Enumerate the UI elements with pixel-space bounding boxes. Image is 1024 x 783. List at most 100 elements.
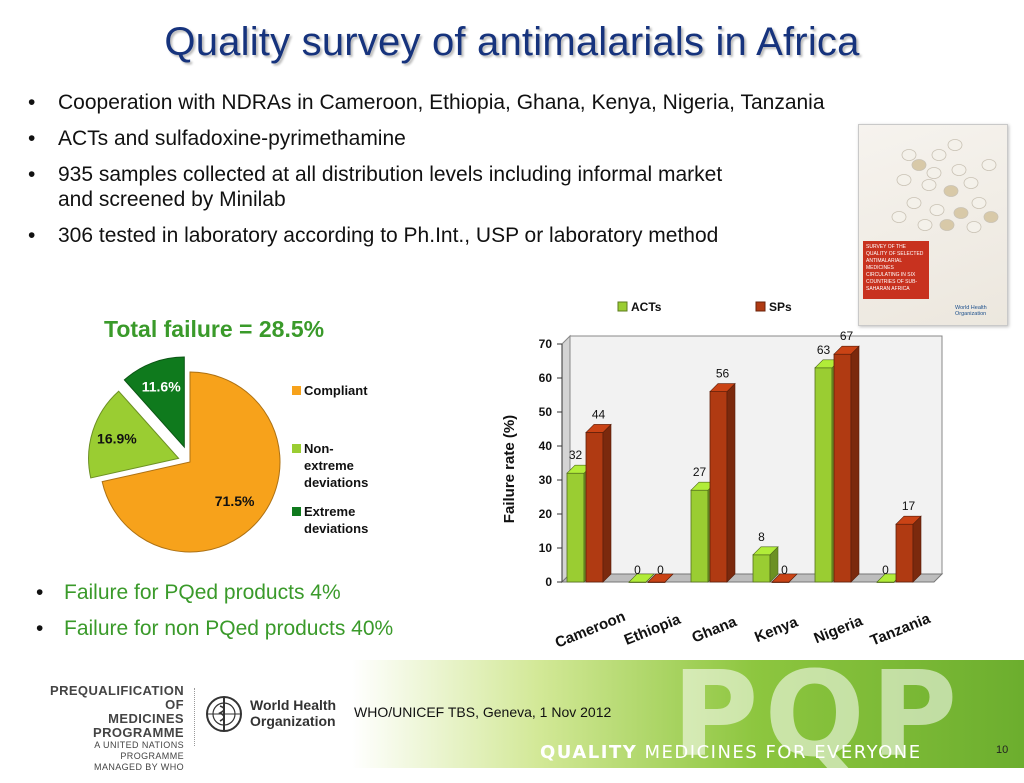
bar-value-label: 63	[817, 343, 831, 357]
bar-value-label: 0	[882, 563, 889, 577]
main-bullet-list: Cooperation with NDRAs in Cameroon, Ethi…	[28, 90, 928, 259]
slogan: QUALITY MEDICINES FOR EVERYONE	[540, 742, 922, 763]
x-tick-label: Tanzania	[868, 610, 933, 650]
bullet-item: ACTs and sulfadoxine-pyrimethamine	[28, 126, 928, 151]
slogan-bold: QUALITY	[540, 742, 638, 763]
cover-who-label: World Health Organization	[955, 305, 987, 317]
y-tick-label: 50	[539, 405, 553, 419]
bullet-text: 935 samples collected at all distributio…	[58, 163, 723, 186]
pill-mark	[947, 139, 963, 151]
bar-front	[895, 523, 914, 583]
bar-top	[628, 573, 655, 583]
who-emblem-icon	[206, 696, 242, 732]
summary-bullet: Failure for non PQed products 40%	[36, 616, 393, 642]
bar-top	[585, 424, 612, 433]
bar-value-label: 0	[657, 563, 664, 577]
bar-side	[726, 382, 736, 583]
bar-top	[752, 546, 779, 556]
y-tick-label: 30	[539, 473, 553, 487]
bullet-text: ACTs and sulfadoxine-pyrimethamine	[58, 127, 406, 150]
legend-label: Extreme	[304, 504, 355, 519]
bar-front	[566, 472, 585, 583]
pill-mark	[911, 159, 927, 171]
slide-title: Quality survey of antimalarials in Afric…	[164, 20, 860, 64]
legend-label: Non-	[304, 441, 334, 456]
x-tick-label: Cameroon	[553, 608, 628, 652]
bar-top	[647, 573, 674, 583]
legend-label: extreme	[304, 458, 354, 473]
pie-legend: Compliant Non-extreme deviations Extreme dev…	[292, 383, 368, 536]
pq-programme-logo: PREQUALIFICATION OF MEDICINES PROGRAMME …	[34, 684, 184, 773]
bar-top	[771, 573, 798, 583]
report-cover-image: SURVEY OF THE QUALITY OF SELECTED ANTIMA…	[858, 124, 1008, 326]
cover-title-box: SURVEY OF THE QUALITY OF SELECTED ANTIMA…	[863, 241, 929, 299]
bullet-item: Cooperation with NDRAs in Cameroon, Ethi…	[28, 90, 928, 115]
bar-value-label: 0	[781, 563, 788, 577]
pill-mark	[921, 179, 937, 191]
pill-mark	[953, 207, 969, 219]
x-tick-label: Kenya	[752, 613, 801, 646]
pill-mark	[943, 185, 959, 197]
bullet-text: Cooperation with NDRAs in Cameroon, Ethi…	[58, 91, 825, 114]
pill-mark	[983, 211, 999, 223]
who-logo-text: World Health Organization	[250, 697, 336, 729]
bar-front	[752, 554, 771, 583]
legend-label: SPs	[769, 300, 792, 314]
y-tick-label: 70	[539, 337, 553, 351]
y-tick-label: 40	[539, 439, 553, 453]
pill-mark	[963, 177, 979, 189]
legend-swatch	[755, 301, 766, 312]
bar-value-label: 67	[840, 329, 854, 343]
legend-swatch	[617, 301, 628, 312]
pq-line: PREQUALIFICATION OF	[50, 683, 184, 712]
bullet-item: 306 tested in laboratory according to Ph…	[28, 223, 928, 248]
footer-divider	[194, 688, 195, 746]
bar-side	[602, 423, 612, 583]
summary-bullet-list: Failure for PQed products 4% Failure for…	[36, 580, 393, 652]
pills-illustration	[891, 139, 999, 233]
pill-mark	[929, 204, 945, 216]
pie-data-label: 16.9%	[97, 430, 137, 446]
pill-mark	[917, 219, 933, 231]
bar-value-label: 56	[716, 367, 730, 381]
pill-mark	[971, 197, 987, 209]
bar-value-label: 44	[592, 407, 606, 421]
legend-swatch	[292, 386, 301, 395]
bar-front	[690, 489, 709, 583]
bar-front	[709, 391, 728, 583]
legend-label: ACTs	[631, 300, 662, 314]
legend-swatch	[292, 444, 301, 453]
pill-mark	[966, 221, 982, 233]
bar-top	[833, 345, 860, 355]
legend-swatch	[292, 507, 301, 516]
pie-slice	[88, 390, 180, 479]
page-number: 10	[996, 744, 1009, 756]
y-tick-label: 60	[539, 371, 553, 385]
y-tick-label: 20	[539, 507, 553, 521]
pie-chart: 71.5% 16.9% 11.6%	[88, 356, 281, 553]
bar-front	[585, 431, 604, 583]
bar-chart: 0 10 20 30 40 50 60 70 Failure rate (%) 32 44 Camer…	[501, 300, 944, 652]
pill-mark	[981, 159, 997, 171]
x-tick-label: Nigeria	[812, 612, 866, 647]
pqp-watermark: PQP	[672, 645, 964, 783]
y-tick-label: 10	[539, 541, 553, 555]
bullet-text-continued: and screened by Minilab	[58, 188, 286, 211]
bar-side	[850, 345, 860, 583]
pill-mark	[931, 149, 947, 161]
bullet-item: 935 samples collected at all distributio…	[28, 162, 928, 212]
pill-mark	[926, 167, 942, 179]
legend-label: deviations	[304, 521, 368, 536]
pq-line: A UNITED NATIONS PROGRAMME	[94, 740, 184, 761]
pie-data-label: 71.5%	[215, 493, 255, 509]
bar-value-label: 17	[902, 499, 916, 513]
pill-mark	[896, 174, 912, 186]
pie-data-label: 11.6%	[142, 379, 181, 395]
pie-slice	[101, 371, 281, 553]
event-label: WHO/UNICEF TBS, Geneva, 1 Nov 2012	[354, 704, 612, 720]
bar-value-label: 27	[693, 465, 707, 479]
pie-chart-title: Total failure = 28.5%	[104, 316, 325, 342]
x-tick-label: Ghana	[689, 613, 739, 646]
bar-top	[895, 515, 922, 525]
